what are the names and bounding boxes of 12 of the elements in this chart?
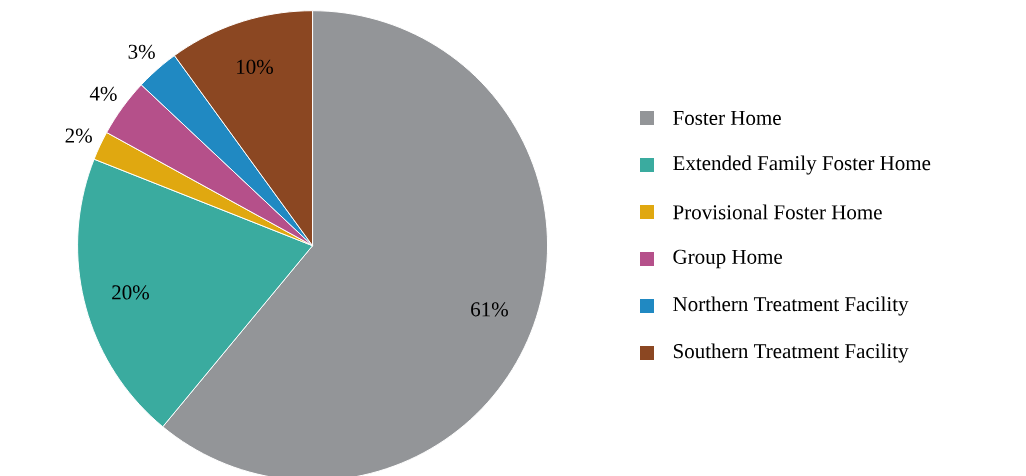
data-label: 3% xyxy=(128,44,155,59)
data-label: 61% xyxy=(471,302,508,317)
data-label: 20% xyxy=(112,285,149,300)
legend-label: Provisional Foster Home xyxy=(673,204,882,220)
legend-label: Southern Treatment Facility xyxy=(673,343,909,363)
legend-label: Extended Family Foster Home xyxy=(673,155,931,175)
legend-label: Group Home xyxy=(673,249,783,269)
legend-label: Northern Treatment Facility xyxy=(673,296,909,316)
data-label: 10% xyxy=(237,59,273,75)
legend-label: Foster Home xyxy=(673,111,781,125)
data-label: 4% xyxy=(89,86,117,101)
data-label: 2% xyxy=(65,128,92,143)
